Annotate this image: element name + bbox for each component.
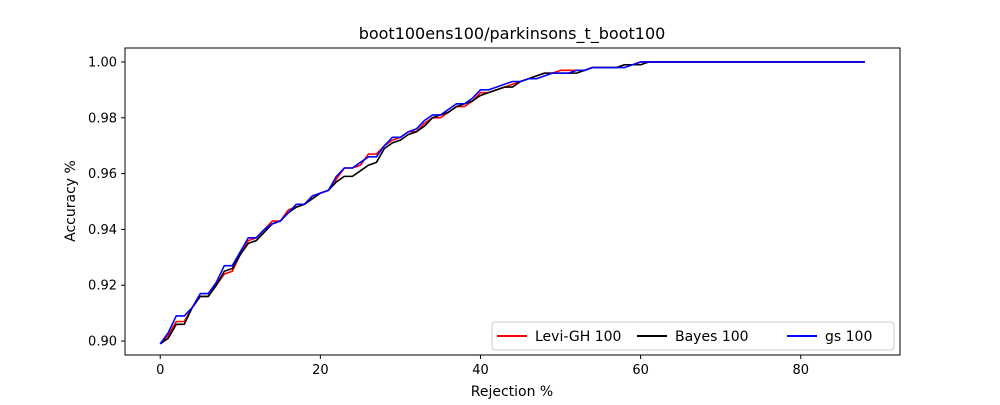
x-tick-label: 80 (792, 363, 809, 378)
x-axis-ticks: 0 20 40 60 80 (156, 355, 809, 378)
x-tick-label: 40 (472, 363, 489, 378)
legend: Levi-GH 100 Bayes 100 gs 100 (491, 321, 895, 351)
y-axis-ticks: 0.90 0.92 0.94 0.96 0.98 1.00 (88, 55, 125, 350)
series-line-2 (159, 61, 865, 345)
chart-title: boot100ens100/parkinsons_t_boot100 (359, 24, 666, 44)
y-tick-label: 0.98 (88, 111, 117, 126)
legend-label: Levi-GH 100 (535, 329, 621, 345)
x-tick-label: 60 (632, 363, 649, 378)
y-tick-label: 0.94 (88, 223, 117, 238)
plot-frame (124, 47, 901, 356)
y-tick-label: 1.00 (88, 55, 117, 70)
y-axis-label: Accuracy % (63, 160, 79, 242)
legend-box (491, 321, 895, 351)
y-tick-label: 0.90 (88, 335, 117, 350)
y-tick-label: 0.96 (88, 167, 117, 182)
legend-label: Bayes 100 (675, 329, 749, 345)
series-lines (159, 61, 865, 345)
series-line-1 (159, 61, 865, 345)
legend-label: gs 100 (825, 329, 872, 345)
x-axis-label: Rejection % (471, 384, 553, 400)
x-tick-label: 0 (156, 363, 164, 378)
legend-items: Levi-GH 100 Bayes 100 gs 100 (497, 329, 872, 345)
series-line-0 (159, 61, 865, 345)
x-tick-label: 20 (312, 363, 329, 378)
y-tick-label: 0.92 (88, 279, 117, 294)
